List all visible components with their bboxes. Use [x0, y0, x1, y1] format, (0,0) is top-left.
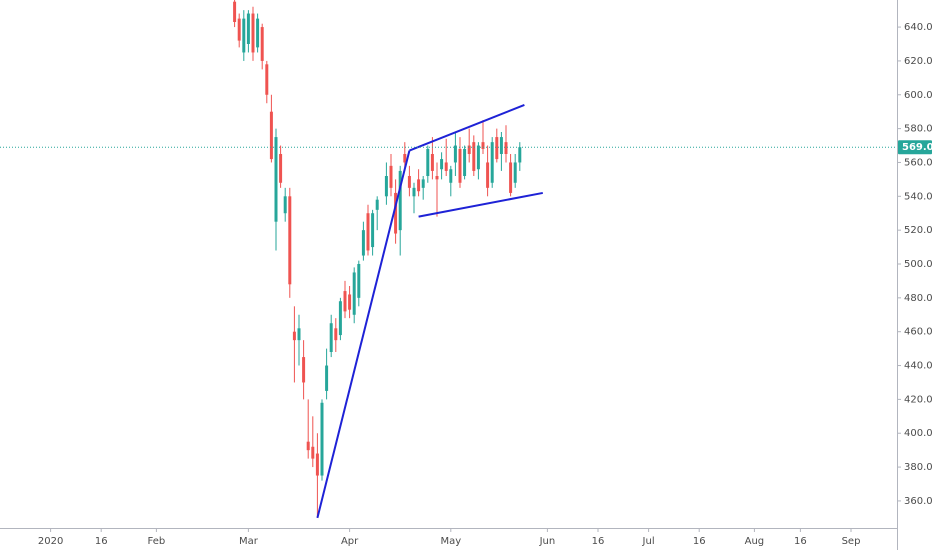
candle-body — [371, 213, 375, 248]
x-tick-label: May — [440, 536, 461, 547]
candle-body — [320, 402, 324, 476]
candle-body — [398, 170, 402, 231]
candle-body — [403, 154, 407, 163]
candle-body — [449, 169, 453, 183]
y-tick-label: 400.00 — [904, 428, 932, 439]
candle-body — [513, 162, 517, 183]
candle-body — [265, 64, 269, 95]
price-label: 569.00 — [902, 142, 932, 153]
y-tick-label: 640.00 — [904, 22, 932, 33]
candle-body — [486, 162, 490, 188]
trend-line — [409, 103, 525, 152]
candle-body — [430, 154, 434, 171]
candle-body — [407, 176, 411, 188]
plot-area — [233, 0, 543, 519]
candle-body — [302, 357, 306, 383]
candle-body — [283, 196, 287, 214]
candle-body — [375, 199, 379, 210]
candle-body — [246, 13, 250, 44]
candle-body — [417, 179, 421, 192]
candle-body — [444, 162, 448, 171]
candle-body — [426, 148, 430, 176]
candle-body — [338, 301, 342, 336]
candle-body — [504, 142, 508, 154]
candle-body — [311, 446, 315, 459]
candle-body — [292, 331, 296, 341]
x-tick-label: Jul — [642, 536, 655, 547]
candle-body — [242, 18, 246, 53]
candle-body — [348, 294, 352, 310]
x-tick-label: 16 — [693, 536, 706, 547]
y-tick-label: 540.00 — [904, 191, 932, 202]
candle-body — [288, 196, 292, 285]
x-tick-label: 2020 — [38, 536, 63, 547]
y-tick-label: 500.00 — [904, 259, 932, 270]
y-tick-label: 460.00 — [904, 327, 932, 338]
candle-body — [269, 111, 273, 160]
x-tick-label: 16 — [794, 536, 807, 547]
x-tick-label: Mar — [239, 536, 259, 547]
candle-body — [509, 162, 513, 193]
candle-body — [421, 179, 425, 188]
candle-body — [334, 328, 338, 341]
candle-body — [237, 18, 241, 41]
candle-body — [518, 147, 522, 163]
y-tick-label: 600.00 — [904, 90, 932, 101]
y-tick-label: 380.00 — [904, 462, 932, 473]
candle-body — [458, 148, 462, 183]
x-tick-label: Jun — [539, 536, 556, 547]
candle-body — [260, 27, 264, 61]
y-tick-label: 440.00 — [904, 361, 932, 372]
x-tick-label: Apr — [341, 536, 359, 547]
candle-body — [453, 145, 457, 163]
candle-body — [412, 187, 416, 197]
y-tick-label: 580.00 — [904, 124, 932, 135]
candle-body — [329, 323, 333, 352]
trend-line — [316, 150, 411, 519]
candle-body — [352, 272, 356, 315]
candle-body — [389, 165, 393, 188]
candle-body — [495, 137, 499, 160]
x-tick-label: Aug — [745, 536, 765, 547]
candle-body — [481, 142, 485, 149]
candle-body — [361, 230, 365, 256]
candle-body — [394, 192, 398, 234]
candle-body — [306, 441, 310, 451]
candle-body — [384, 176, 388, 197]
candle-body — [279, 154, 283, 183]
y-tick-label: 360.00 — [904, 496, 932, 507]
candle-body — [490, 142, 494, 183]
candle-body — [325, 365, 329, 391]
y-tick-label: 480.00 — [904, 293, 932, 304]
candle-body — [435, 176, 439, 180]
y-tick-label: 420.00 — [904, 394, 932, 405]
candle-body — [357, 264, 361, 298]
y-tick-label: 520.00 — [904, 225, 932, 236]
x-tick-label: Feb — [148, 536, 166, 547]
y-tick-label: 560.00 — [904, 157, 932, 168]
candle-body — [233, 1, 237, 22]
candle-body — [499, 137, 503, 154]
candle-body — [472, 142, 476, 171]
candle-body — [315, 453, 319, 476]
x-tick-label: 16 — [592, 536, 605, 547]
candle-body — [256, 18, 260, 48]
candle-body — [251, 13, 255, 53]
candle-body — [297, 328, 301, 341]
trend-line — [418, 191, 543, 218]
candle-body — [366, 213, 370, 251]
candle-body — [463, 148, 467, 176]
candle-body — [440, 159, 444, 170]
candle-body — [467, 145, 471, 154]
candle-body — [343, 291, 347, 312]
candle-body — [274, 137, 278, 222]
x-tick-label: Sep — [842, 536, 861, 547]
x-tick-label: 16 — [95, 536, 108, 547]
candle-body — [476, 145, 480, 170]
price-label-box — [898, 140, 932, 155]
y-tick-label: 620.00 — [904, 56, 932, 67]
